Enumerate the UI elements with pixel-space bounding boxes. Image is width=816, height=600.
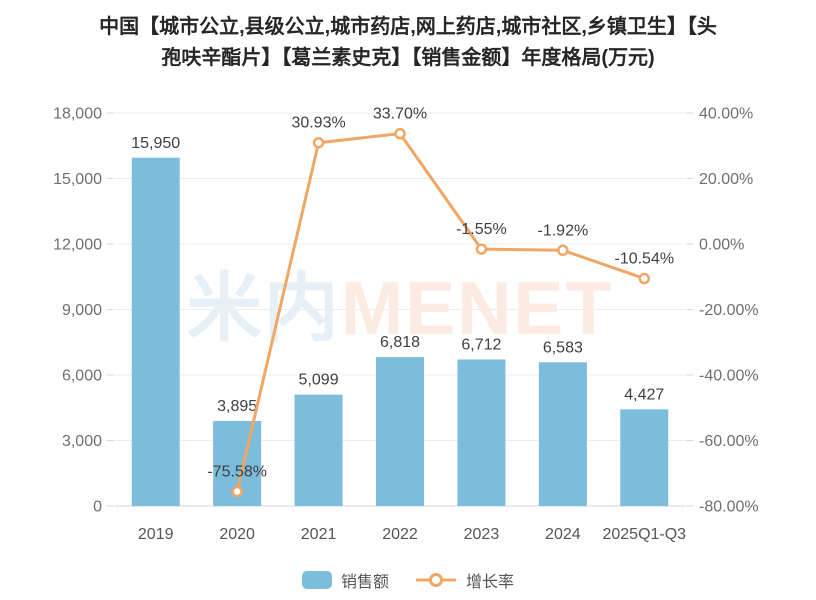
right-axis-label: 0.00% — [699, 237, 744, 254]
growth-value-label: -75.58% — [207, 464, 267, 481]
bar-value-label: 4,427 — [624, 386, 664, 403]
legend-item-sales[interactable]: 销售额 — [301, 568, 389, 592]
bar-2019[interactable] — [131, 157, 180, 506]
point-2022[interactable] — [394, 127, 406, 140]
x-axis-label-2021: 2021 — [301, 526, 337, 543]
left-axis-label: 15,000 — [53, 171, 102, 188]
bar-2021[interactable] — [294, 394, 343, 506]
bar-value-label: 6,583 — [543, 339, 583, 356]
legend-sales-label: 销售额 — [340, 574, 389, 591]
bar-2025Q1-Q3[interactable] — [620, 409, 669, 506]
menet-watermark: 米内MENET — [187, 266, 614, 350]
right-axis-label: 20.00% — [699, 171, 753, 188]
bar-value-label: 6,818 — [380, 334, 420, 351]
right-axis-label: -40.00% — [699, 368, 759, 385]
x-axis-label-2019: 2019 — [138, 526, 174, 543]
legend-bar-swatch-icon — [301, 571, 332, 589]
point-2021[interactable] — [312, 136, 325, 149]
left-axis-label: 3,000 — [62, 433, 102, 450]
bar-value-label: 5,099 — [299, 372, 339, 389]
x-axis-label-2022: 2022 — [382, 526, 418, 543]
point-2025Q1-Q3[interactable] — [638, 272, 651, 285]
point-2024[interactable] — [557, 244, 569, 257]
bar-2022[interactable] — [376, 357, 424, 506]
left-axis-label: 12,000 — [53, 237, 102, 254]
x-axis-label-2024: 2024 — [545, 526, 581, 543]
x-axis-label-2025Q1-Q3: 2025Q1-Q3 — [602, 526, 686, 543]
bar-value-label: 6,712 — [461, 336, 501, 353]
growth-value-label: -1.92% — [538, 222, 589, 239]
chart-title-line2: 孢呋辛酯片】【葛兰素史克】【销售金额】年度格局(万元) — [161, 47, 655, 69]
growth-line — [235, 132, 646, 494]
x-axis-label-2023: 2023 — [464, 526, 500, 543]
left-axis-label: 0 — [93, 499, 102, 516]
right-axis-label: -60.00% — [699, 433, 759, 450]
right-axis-label: -20.00% — [699, 302, 759, 319]
legend-item-growth[interactable]: 增长率 — [415, 568, 514, 592]
bar-value-label: 3,895 — [217, 398, 257, 415]
chart-legend: 销售额 增长率 — [0, 568, 816, 592]
bar-value-label: 15,950 — [131, 135, 180, 152]
chart-canvas: 0 -80.00% 3,000 -60.00% 6,000 -40.00% 9,000 -20… — [53, 106, 759, 544]
right-axis-label: -80.00% — [699, 499, 759, 516]
legend-growth-label: 增长率 — [466, 574, 515, 591]
bar-2024[interactable] — [538, 362, 587, 506]
point-2023[interactable] — [475, 243, 488, 255]
growth-value-label: -1.55% — [456, 221, 507, 238]
bar-2023[interactable] — [457, 359, 506, 506]
chart-title-line1: 中国【城市公立,县级公立,城市药店,网上药店,城市社区,乡镇卫生】【头 — [99, 16, 717, 38]
left-axis-label: 18,000 — [53, 106, 102, 123]
point-2020[interactable] — [231, 485, 243, 498]
left-axis-label: 9,000 — [62, 302, 102, 319]
left-axis-label: 6,000 — [62, 368, 102, 385]
growth-value-label: -10.54% — [614, 251, 674, 268]
growth-value-label: 30.93% — [291, 115, 345, 132]
chart-title: 中国【城市公立,县级公立,城市药店,网上药店,城市社区,乡镇卫生】【头 孢呋辛酯… — [30, 12, 786, 74]
right-axis-label: 40.00% — [699, 106, 753, 123]
legend-line-marker-icon — [416, 573, 456, 587]
growth-value-label: 33.70% — [373, 106, 427, 123]
x-axis-label-2020: 2020 — [219, 526, 255, 543]
